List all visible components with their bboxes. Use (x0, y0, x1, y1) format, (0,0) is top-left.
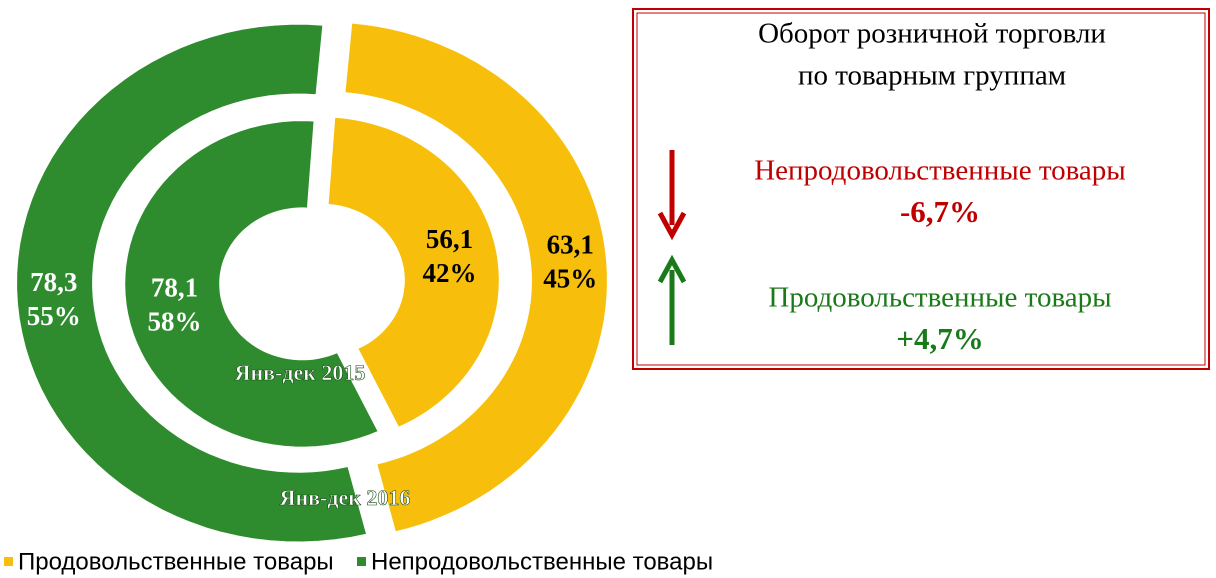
item-name: Непродовольственные товары (754, 155, 1126, 187)
item-change: -6,7% (900, 194, 980, 229)
percent-label: 58% (147, 306, 201, 336)
ring-segment (15, 22, 369, 544)
ring-label: Янв-дек 2015 (235, 360, 366, 385)
legend-swatch (4, 557, 13, 566)
item-name: Продовольственные товары (768, 282, 1111, 314)
item-change: +4,7% (896, 321, 983, 356)
panel-title: по товарным группам (798, 60, 1066, 92)
value-label: 78,1 (151, 272, 198, 302)
percent-label: 55% (27, 301, 81, 331)
percent-label: 45% (543, 263, 597, 293)
trend-arrow-head (657, 254, 687, 284)
panel-frame-inner (636, 12, 1206, 366)
panel-title: Оборот розничной торговли (758, 18, 1106, 50)
trend-arrow-head (657, 211, 687, 241)
ring-segment (326, 115, 501, 430)
legend-swatch (357, 557, 366, 566)
legend-label: Продовольственные товары (18, 548, 334, 575)
value-label: 78,3 (30, 267, 77, 297)
percent-label: 42% (423, 258, 477, 288)
value-label: 56,1 (426, 224, 473, 254)
ring-segment (123, 119, 381, 449)
panel-frame (632, 8, 1210, 370)
value-label: 63,1 (547, 229, 594, 259)
ring-segment (343, 21, 609, 534)
ring-label: Янв-дек 2016 (280, 485, 411, 510)
legend-label: Непродовольственные товары (371, 548, 713, 575)
